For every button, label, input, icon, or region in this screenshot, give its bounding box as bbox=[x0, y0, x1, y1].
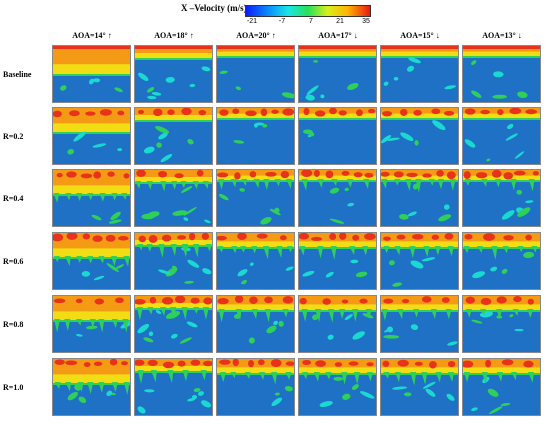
contour-panel bbox=[462, 45, 541, 103]
column-header: AOA=17° ↓ bbox=[318, 31, 358, 40]
row-label: R=0.6 bbox=[3, 257, 24, 266]
contour-panel bbox=[298, 232, 377, 290]
column-header: AOA=14° ↑ bbox=[72, 31, 112, 40]
contour-plot bbox=[217, 108, 294, 164]
contour-plot bbox=[53, 46, 130, 102]
contour-plot bbox=[135, 296, 212, 352]
contour-plot bbox=[299, 296, 376, 352]
colorbar-tick: 21 bbox=[336, 18, 344, 25]
contour-panel bbox=[380, 45, 459, 103]
contour-plot bbox=[381, 108, 458, 164]
row-label: Baseline bbox=[3, 70, 32, 79]
contour-panel bbox=[380, 169, 459, 227]
contour-panel bbox=[134, 169, 213, 227]
contour-plot bbox=[135, 359, 212, 415]
row-label: R=0.4 bbox=[3, 194, 24, 203]
contour-panel bbox=[52, 232, 131, 290]
contour-panel bbox=[462, 358, 541, 416]
contour-plot bbox=[463, 296, 540, 352]
row-label: R=1.0 bbox=[3, 383, 24, 392]
contour-plot bbox=[381, 233, 458, 289]
contour-panel bbox=[216, 358, 295, 416]
contour-plot bbox=[53, 296, 130, 352]
contour-plot bbox=[463, 46, 540, 102]
contour-panel bbox=[380, 107, 459, 165]
contour-plot bbox=[217, 359, 294, 415]
contour-plot bbox=[299, 108, 376, 164]
contour-plot bbox=[135, 108, 212, 164]
contour-panel bbox=[298, 295, 377, 353]
row-label: R=0.8 bbox=[3, 320, 24, 329]
contour-panel bbox=[380, 295, 459, 353]
contour-panel bbox=[216, 107, 295, 165]
column-header: AOA=13° ↓ bbox=[482, 31, 522, 40]
contour-panel bbox=[134, 45, 213, 103]
contour-panel bbox=[134, 107, 213, 165]
contour-panel bbox=[462, 232, 541, 290]
contour-plot bbox=[381, 296, 458, 352]
contour-plot bbox=[299, 359, 376, 415]
contour-panel bbox=[380, 232, 459, 290]
contour-panel bbox=[52, 358, 131, 416]
colorbar-tick: -21 bbox=[246, 18, 258, 25]
contour-plot bbox=[217, 46, 294, 102]
contour-panel bbox=[298, 45, 377, 103]
colorbar bbox=[245, 5, 371, 17]
colorbar-title: X –Velocity (m/s) bbox=[181, 3, 247, 13]
column-header: AOA=18° ↑ bbox=[154, 31, 194, 40]
contour-panel bbox=[380, 358, 459, 416]
contour-panel bbox=[298, 107, 377, 165]
contour-plot bbox=[299, 46, 376, 102]
column-header: AOA=20° ↑ bbox=[236, 31, 276, 40]
contour-plot bbox=[463, 359, 540, 415]
contour-plot bbox=[463, 233, 540, 289]
colorbar-tick: 7 bbox=[309, 18, 313, 25]
contour-plot bbox=[53, 359, 130, 415]
contour-plot bbox=[381, 170, 458, 226]
contour-panel bbox=[216, 45, 295, 103]
contour-panel bbox=[52, 107, 131, 165]
contour-panel bbox=[52, 45, 131, 103]
colorbar-tick: 35 bbox=[362, 18, 370, 25]
contour-plot bbox=[381, 46, 458, 102]
contour-panel bbox=[52, 295, 131, 353]
contour-plot bbox=[53, 108, 130, 164]
contour-plot bbox=[463, 170, 540, 226]
contour-plot bbox=[135, 233, 212, 289]
contour-panel bbox=[134, 358, 213, 416]
contour-plot bbox=[299, 170, 376, 226]
contour-plot bbox=[217, 170, 294, 226]
colorbar-tick: -7 bbox=[278, 18, 286, 25]
contour-panel bbox=[216, 295, 295, 353]
contour-panel bbox=[462, 295, 541, 353]
contour-panel bbox=[52, 169, 131, 227]
contour-plot bbox=[135, 46, 212, 102]
contour-panel bbox=[298, 358, 377, 416]
contour-plot bbox=[217, 233, 294, 289]
contour-panel bbox=[462, 169, 541, 227]
contour-plot bbox=[299, 233, 376, 289]
row-label: R=0.2 bbox=[3, 132, 24, 141]
contour-plot bbox=[381, 359, 458, 415]
contour-panel bbox=[216, 169, 295, 227]
contour-plot bbox=[53, 170, 130, 226]
contour-panel bbox=[216, 232, 295, 290]
contour-plot bbox=[135, 170, 212, 226]
contour-plot bbox=[463, 108, 540, 164]
contour-panel bbox=[134, 295, 213, 353]
contour-panel bbox=[134, 232, 213, 290]
contour-plot bbox=[217, 296, 294, 352]
contour-plot bbox=[53, 233, 130, 289]
contour-panel bbox=[298, 169, 377, 227]
column-header: AOA=15° ↓ bbox=[400, 31, 440, 40]
contour-panel bbox=[462, 107, 541, 165]
